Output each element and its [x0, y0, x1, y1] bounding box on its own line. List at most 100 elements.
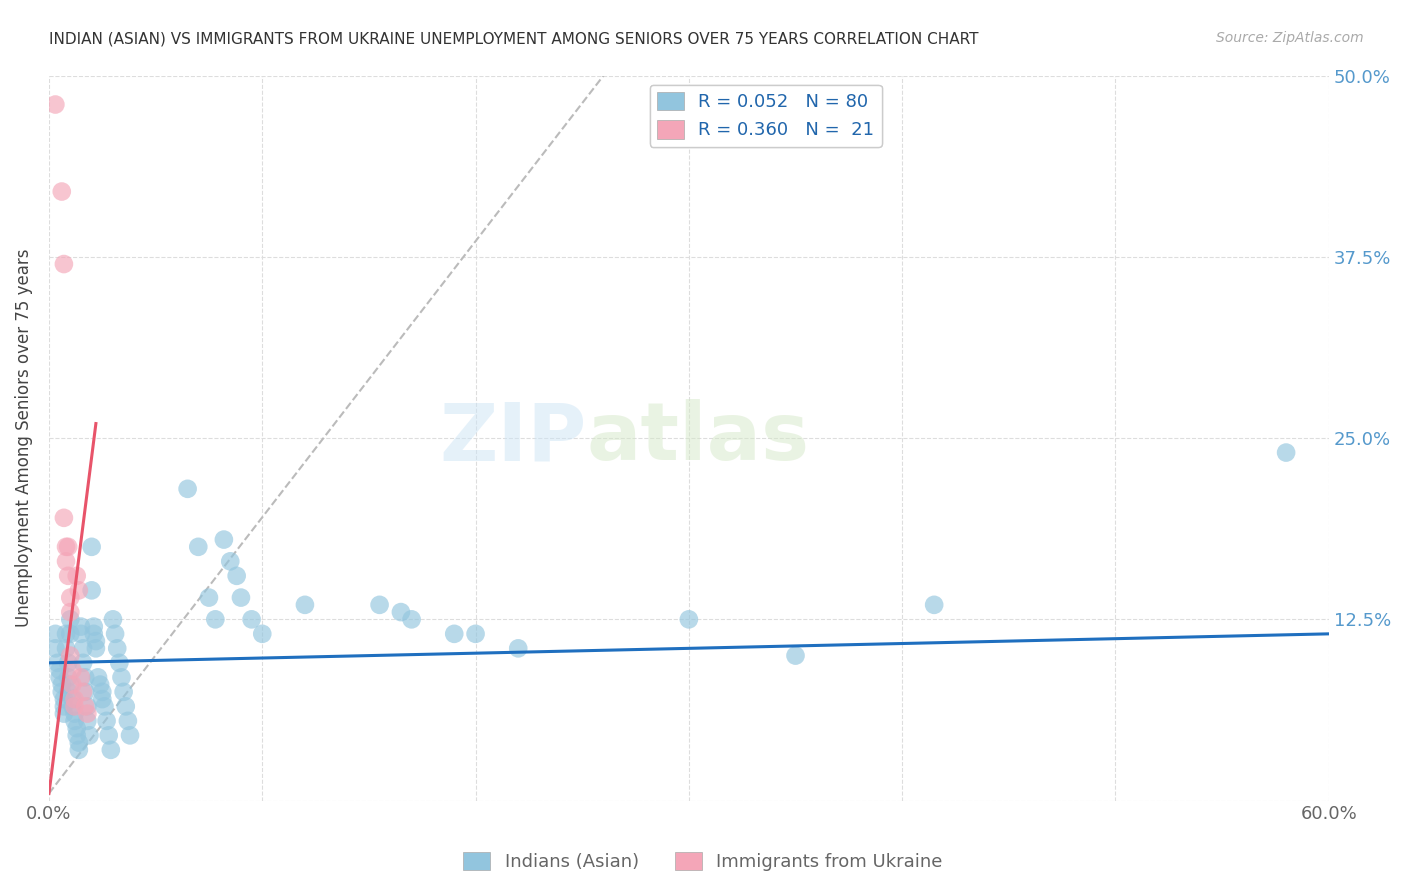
Point: [785, 648, 807, 663]
Point: [75, 699, 97, 714]
Point: [225, 569, 247, 583]
Point: [105, 641, 128, 656]
Point: [59, 627, 82, 641]
Point: [56, 656, 79, 670]
Point: [91, 692, 114, 706]
Point: [97, 728, 120, 742]
Point: [56, 540, 79, 554]
Legend: R = 0.052   N = 80, R = 0.360   N =  21: R = 0.052 N = 80, R = 0.360 N = 21: [650, 85, 882, 146]
Point: [70, 619, 93, 633]
Point: [52, 706, 75, 721]
Point: [44, 97, 66, 112]
Point: [84, 641, 107, 656]
Point: [187, 540, 209, 554]
Point: [67, 743, 90, 757]
Point: [59, 648, 82, 663]
Point: [63, 692, 86, 706]
Point: [508, 641, 530, 656]
Point: [63, 699, 86, 714]
Point: [52, 699, 75, 714]
Point: [66, 728, 89, 742]
Point: [63, 706, 86, 721]
Point: [59, 605, 82, 619]
Point: [117, 714, 139, 728]
Point: [59, 612, 82, 626]
Point: [48, 663, 70, 677]
Point: [56, 685, 79, 699]
Point: [62, 677, 84, 691]
Point: [368, 598, 391, 612]
Point: [51, 685, 73, 699]
Point: [87, 670, 110, 684]
Point: [464, 627, 486, 641]
Point: [83, 627, 105, 641]
Point: [229, 591, 252, 605]
Point: [114, 699, 136, 714]
Point: [52, 692, 75, 706]
Point: [51, 185, 73, 199]
Point: [66, 721, 89, 735]
Point: [252, 627, 274, 641]
Point: [44, 641, 66, 656]
Point: [176, 482, 198, 496]
Point: [678, 612, 700, 626]
Point: [104, 627, 127, 641]
Point: [1275, 445, 1298, 459]
Point: [55, 540, 77, 554]
Point: [62, 699, 84, 714]
Point: [80, 583, 103, 598]
Text: atlas: atlas: [586, 399, 810, 477]
Point: [59, 677, 82, 691]
Point: [70, 670, 93, 684]
Text: Source: ZipAtlas.com: Source: ZipAtlas.com: [1216, 31, 1364, 45]
Point: [83, 619, 105, 633]
Point: [118, 728, 141, 742]
Point: [79, 728, 101, 742]
Text: INDIAN (ASIAN) VS IMMIGRANTS FROM UKRAINE UNEMPLOYMENT AMONG SENIORS OVER 75 YEA: INDIAN (ASIAN) VS IMMIGRANTS FROM UKRAIN…: [49, 31, 979, 46]
Point: [219, 554, 242, 568]
Point: [112, 685, 135, 699]
Point: [55, 627, 77, 641]
Point: [100, 743, 122, 757]
Point: [80, 540, 103, 554]
Point: [59, 591, 82, 605]
Point: [84, 634, 107, 648]
Point: [389, 605, 412, 619]
Point: [63, 714, 86, 728]
Point: [443, 627, 465, 641]
Point: [51, 677, 73, 691]
Point: [66, 569, 89, 583]
Point: [67, 583, 90, 598]
Point: [76, 714, 98, 728]
Point: [96, 714, 118, 728]
Point: [212, 533, 235, 547]
Point: [70, 627, 93, 641]
Legend: Indians (Asian), Immigrants from Ukraine: Indians (Asian), Immigrants from Ukraine: [456, 845, 950, 879]
Point: [93, 699, 115, 714]
Point: [62, 692, 84, 706]
Point: [76, 706, 98, 721]
Point: [89, 677, 111, 691]
Point: [56, 569, 79, 583]
Point: [110, 670, 132, 684]
Point: [108, 656, 131, 670]
Point: [72, 656, 94, 670]
Point: [52, 257, 75, 271]
Point: [198, 591, 221, 605]
Point: [240, 612, 263, 626]
Y-axis label: Unemployment Among Seniors over 75 years: Unemployment Among Seniors over 75 years: [15, 249, 32, 627]
Point: [67, 736, 90, 750]
Point: [76, 699, 98, 714]
Point: [72, 641, 94, 656]
Point: [72, 685, 94, 699]
Text: ZIP: ZIP: [439, 399, 586, 477]
Point: [204, 612, 226, 626]
Point: [294, 598, 316, 612]
Point: [91, 685, 114, 699]
Point: [55, 554, 77, 568]
Point: [101, 612, 124, 626]
Point: [922, 598, 945, 612]
Point: [48, 670, 70, 684]
Point: [56, 670, 79, 684]
Point: [44, 627, 66, 641]
